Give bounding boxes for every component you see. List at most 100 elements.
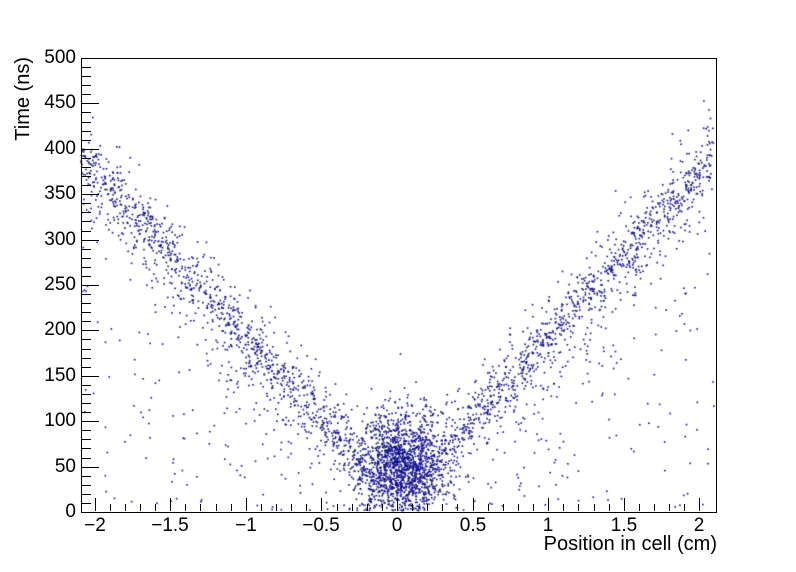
y-minor-tick <box>82 349 91 350</box>
x-tick-label: −2 <box>84 515 106 536</box>
y-minor-tick <box>82 412 91 413</box>
y-minor-tick <box>82 367 91 368</box>
x-minor-tick <box>684 504 685 511</box>
x-axis-title: Position in cell (cm) <box>543 533 717 555</box>
y-minor-tick <box>82 231 91 232</box>
x-minor-tick <box>518 504 519 511</box>
y-minor-tick <box>82 85 91 86</box>
x-minor-tick <box>352 504 353 511</box>
x-minor-tick <box>306 504 307 511</box>
x-tick-label: 0.5 <box>459 515 487 536</box>
y-minor-tick <box>82 403 91 404</box>
x-minor-tick <box>125 504 126 511</box>
y-minor-tick <box>82 122 91 123</box>
y-minor-tick <box>82 303 91 304</box>
y-major-tick <box>82 149 99 150</box>
x-major-tick <box>699 498 700 511</box>
y-minor-tick <box>82 158 91 159</box>
x-minor-tick <box>140 504 141 511</box>
y-minor-tick <box>82 358 91 359</box>
y-minor-tick <box>82 494 91 495</box>
x-minor-tick <box>533 504 534 511</box>
x-minor-tick <box>185 504 186 511</box>
y-tick-label: 250 <box>44 274 76 295</box>
x-minor-tick <box>367 504 368 511</box>
x-minor-tick <box>231 504 232 511</box>
y-minor-tick <box>82 503 91 504</box>
x-major-tick <box>321 498 322 511</box>
x-tick-label: 2 <box>693 515 705 536</box>
y-tick-label: 200 <box>44 319 76 340</box>
y-minor-tick <box>82 67 91 68</box>
y-major-tick <box>82 285 99 286</box>
y-minor-tick <box>82 312 91 313</box>
plot-frame <box>81 58 717 513</box>
y-minor-tick <box>82 267 91 268</box>
y-major-tick <box>82 194 99 195</box>
y-tick-label: 350 <box>44 183 76 204</box>
y-major-tick <box>82 330 99 331</box>
y-major-tick <box>82 421 99 422</box>
x-minor-tick <box>382 504 383 511</box>
y-minor-tick <box>82 448 91 449</box>
x-tick-label: −1 <box>235 515 257 536</box>
x-minor-tick <box>609 504 610 511</box>
y-tick-label: 0 <box>65 501 76 522</box>
x-minor-tick <box>639 504 640 511</box>
y-minor-tick <box>82 458 91 459</box>
x-major-tick <box>397 498 398 511</box>
y-tick-label: 100 <box>44 410 76 431</box>
y-major-tick <box>82 240 99 241</box>
x-minor-tick <box>503 504 504 511</box>
x-minor-tick <box>337 504 338 511</box>
x-tick-label: 1.5 <box>610 515 638 536</box>
y-minor-tick <box>82 294 91 295</box>
y-minor-tick <box>82 212 91 213</box>
y-minor-tick <box>82 221 91 222</box>
y-major-tick <box>82 467 99 468</box>
y-tick-label: 300 <box>44 229 76 250</box>
x-minor-tick <box>427 504 428 511</box>
x-minor-tick <box>669 504 670 511</box>
y-tick-label: 400 <box>44 138 76 159</box>
y-minor-tick <box>82 476 91 477</box>
x-minor-tick <box>276 504 277 511</box>
x-minor-tick <box>155 504 156 511</box>
y-minor-tick <box>82 249 91 250</box>
x-minor-tick <box>110 504 111 511</box>
y-minor-tick <box>82 185 91 186</box>
x-major-tick <box>473 498 474 511</box>
y-minor-tick <box>82 485 91 486</box>
x-tick-label: −1.5 <box>151 515 189 536</box>
y-minor-tick <box>82 203 91 204</box>
x-minor-tick <box>291 504 292 511</box>
y-tick-label: 450 <box>44 92 76 113</box>
y-minor-tick <box>82 167 91 168</box>
y-minor-tick <box>82 385 91 386</box>
x-minor-tick <box>654 504 655 511</box>
y-minor-tick <box>82 394 91 395</box>
x-major-tick <box>246 498 247 511</box>
y-major-tick <box>82 512 99 513</box>
x-minor-tick <box>261 504 262 511</box>
x-minor-tick <box>457 504 458 511</box>
y-minor-tick <box>82 339 91 340</box>
y-minor-tick <box>82 276 91 277</box>
y-minor-tick <box>82 94 91 95</box>
x-minor-tick <box>412 504 413 511</box>
x-major-tick <box>624 498 625 511</box>
y-minor-tick <box>82 112 91 113</box>
y-tick-label: 150 <box>44 365 76 386</box>
y-minor-tick <box>82 321 91 322</box>
x-minor-tick <box>216 504 217 511</box>
y-tick-label: 50 <box>54 456 76 477</box>
x-major-tick <box>95 498 96 511</box>
y-minor-tick <box>82 176 91 177</box>
x-tick-label: 1 <box>542 515 554 536</box>
x-minor-tick <box>578 504 579 511</box>
y-major-tick <box>82 376 99 377</box>
x-minor-tick <box>200 504 201 511</box>
x-minor-tick <box>594 504 595 511</box>
